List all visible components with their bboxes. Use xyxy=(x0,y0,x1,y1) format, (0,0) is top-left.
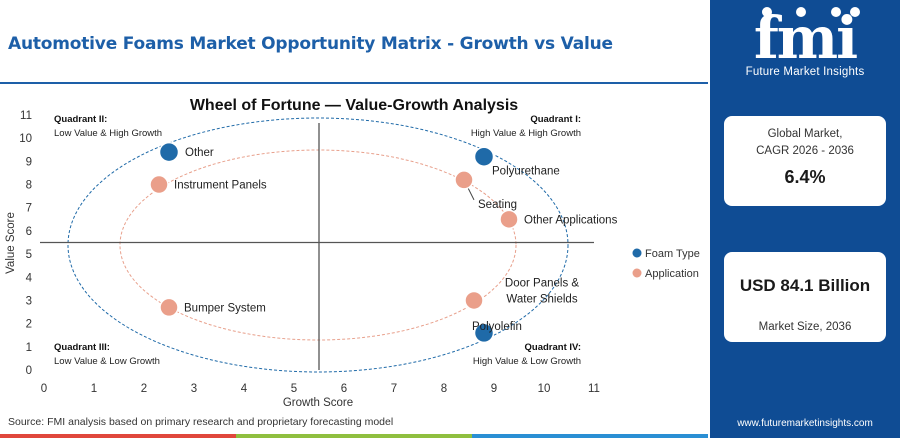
chart-title: Wheel of Fortune — Value-Growth Analysis xyxy=(190,97,518,114)
point-label-polyurethane: Polyurethane xyxy=(492,166,560,178)
y-tick-label: 10 xyxy=(19,133,32,145)
y-tick-label: 1 xyxy=(26,342,32,354)
point-polyurethane xyxy=(473,146,495,167)
y-tick-label: 9 xyxy=(26,156,32,168)
quadrant-iv-title: Quadrant IV: xyxy=(525,342,581,353)
quadrant-iii-title: Quadrant III: xyxy=(54,342,110,353)
cagr-label: Global Market, CAGR 2026 - 2036 xyxy=(724,126,886,160)
y-tick-label: 6 xyxy=(26,226,32,238)
side-panel: fmi Future Market Insights Global Market… xyxy=(710,0,900,438)
point-polyolefin xyxy=(473,322,495,344)
logo-dot-icon xyxy=(831,7,841,17)
page-title: Automotive Foams Market Opportunity Matr… xyxy=(8,34,613,54)
logo-dot-icon xyxy=(762,7,772,17)
bottom-bar-segment-red xyxy=(0,434,236,438)
x-tick-label: 4 xyxy=(241,383,248,395)
market-size-card: USD 84.1 Billion Market Size, 2036 xyxy=(724,252,886,342)
point-label-other-applications: Other Applications xyxy=(524,214,618,226)
quadrant-ii-title: Quadrant II: xyxy=(54,114,107,125)
point-other-applications xyxy=(499,209,519,230)
legend-label-application: Application xyxy=(645,268,699,280)
quadrant-iii-desc: Low Value & Low Growth xyxy=(54,356,160,367)
source-note: Source: FMI analysis based on primary re… xyxy=(8,416,394,428)
bottom-bar-segment-blue xyxy=(472,434,708,438)
point-seating xyxy=(454,170,474,190)
quadrant-ii-desc: Low Value & High Growth xyxy=(54,128,162,139)
y-tick-label: 8 xyxy=(26,180,32,192)
x-tick-label: 0 xyxy=(41,383,47,395)
point-label-door-panels-water-shields: Door Panels & xyxy=(505,277,579,289)
point-label-bumper-system: Bumper System xyxy=(184,302,266,314)
point-label-polyolefin: Polyolefin xyxy=(472,321,522,333)
y-tick-label: 3 xyxy=(26,295,32,307)
x-tick-label: 5 xyxy=(291,383,297,395)
y-tick-label: 7 xyxy=(26,203,32,215)
fmi-logo: fmi xyxy=(754,4,860,72)
x-axis-label: Growth Score xyxy=(283,397,353,409)
fmi-logo-text: fmi xyxy=(754,4,857,72)
title-rule xyxy=(0,82,708,84)
bottom-color-bar xyxy=(0,434,708,438)
point-instrument-panels xyxy=(149,174,169,195)
cagr-label-line-2: CAGR 2026 - 2036 xyxy=(756,145,854,157)
x-tick-label: 10 xyxy=(538,383,551,395)
inner-ring xyxy=(119,149,517,341)
x-tick-label: 6 xyxy=(341,383,347,395)
y-axis-label: Value Score xyxy=(5,212,17,274)
y-tick-label: 11 xyxy=(20,110,32,122)
website-link[interactable]: www.futuremarketinsights.com xyxy=(737,418,873,429)
x-tick-label: 2 xyxy=(141,383,147,395)
cagr-card: Global Market, CAGR 2026 - 2036 6.4% xyxy=(724,116,886,206)
outer-ring xyxy=(67,117,569,373)
x-tick-label: 8 xyxy=(441,383,447,395)
x-tick-label: 7 xyxy=(391,383,397,395)
x-tick-label: 9 xyxy=(491,383,497,395)
quadrant-iv-desc: High Value & Low Growth xyxy=(473,356,581,367)
x-tick-label: 3 xyxy=(191,383,197,395)
x-tick-label: 11 xyxy=(588,383,600,395)
point-label-instrument-panels: Instrument Panels xyxy=(174,180,267,192)
quadrant-i-desc: High Value & High Growth xyxy=(471,128,581,139)
x-tick-label: 1 xyxy=(91,383,97,395)
point-bumper-system xyxy=(159,297,179,318)
logo-dot-icon xyxy=(850,7,860,17)
y-tick-label: 5 xyxy=(26,249,32,261)
point-door-panels-water-shields xyxy=(464,290,484,311)
bottom-bar-segment-green xyxy=(236,434,472,438)
market-size-label: Market Size, 2036 xyxy=(758,321,852,333)
legend-marker-foam-type xyxy=(632,248,642,258)
quadrant-i-title: Quadrant I: xyxy=(530,114,581,125)
legend-label-foam-type: Foam Type xyxy=(645,248,700,260)
point-label-seating: Seating xyxy=(478,199,517,211)
y-tick-label: 4 xyxy=(26,272,33,284)
logo-icons xyxy=(762,7,860,17)
market-size-value: USD 84.1 Billion xyxy=(739,276,871,295)
chart-background xyxy=(0,88,708,414)
logo-subtitle: Future Market Insights xyxy=(745,66,865,78)
point-label-other: Other xyxy=(185,147,214,159)
y-tick-label: 2 xyxy=(26,319,32,331)
point-other xyxy=(158,141,180,163)
logo-dot-icon xyxy=(796,7,806,17)
cagr-value: 6.4% xyxy=(784,167,826,187)
point-label-door-panels-water-shields: Water Shields xyxy=(506,293,577,305)
cagr-label-line-1: Global Market, xyxy=(767,128,843,140)
opportunity-matrix-chart: Wheel of Fortune — Value-Growth Analysis… xyxy=(0,88,708,414)
legend-marker-application xyxy=(632,268,642,278)
y-tick-label: 0 xyxy=(26,365,32,377)
